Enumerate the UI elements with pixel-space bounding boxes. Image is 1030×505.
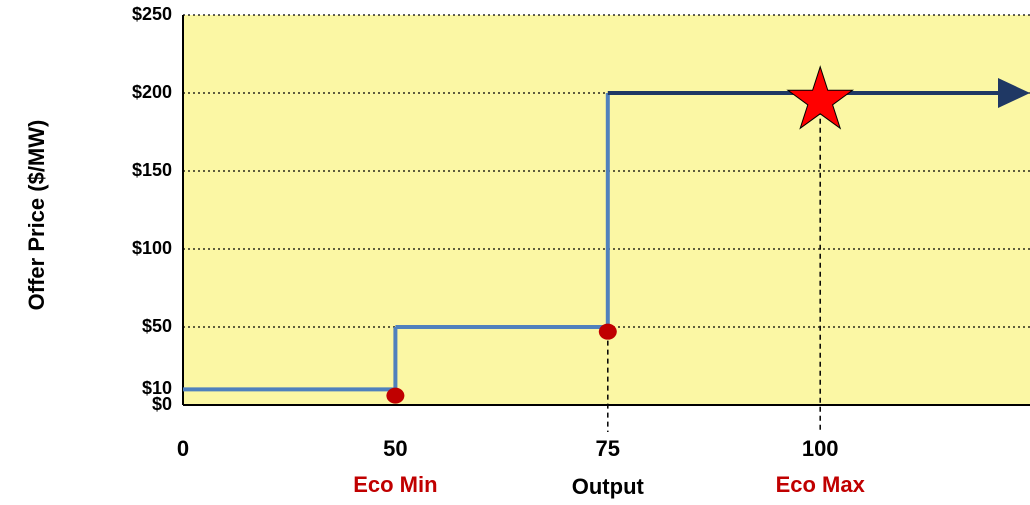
y-tick-label: $50 [142,316,172,336]
x-tick-label: 100 [802,436,839,461]
x-tick-label: 50 [383,436,407,461]
marker-dot [598,323,617,340]
y-axis-label: Offer Price ($/MW) [24,120,49,311]
x-tick-label: 75 [596,436,620,461]
y-tick-label: $0 [152,394,172,414]
y-tick-label: $200 [132,82,172,102]
y-tick-label: $100 [132,238,172,258]
annotation: Eco Min [353,472,437,497]
annotation: Eco Max [776,472,866,497]
x-axis-label: Output [572,474,645,499]
y-tick-label: $10 [142,378,172,398]
y-tick-label: $150 [132,160,172,180]
x-tick-label: 0 [177,436,189,461]
arrow-head [998,78,1030,108]
y-tick-label: $250 [132,4,172,24]
marker-star [786,65,855,130]
marker-dot [386,387,405,404]
